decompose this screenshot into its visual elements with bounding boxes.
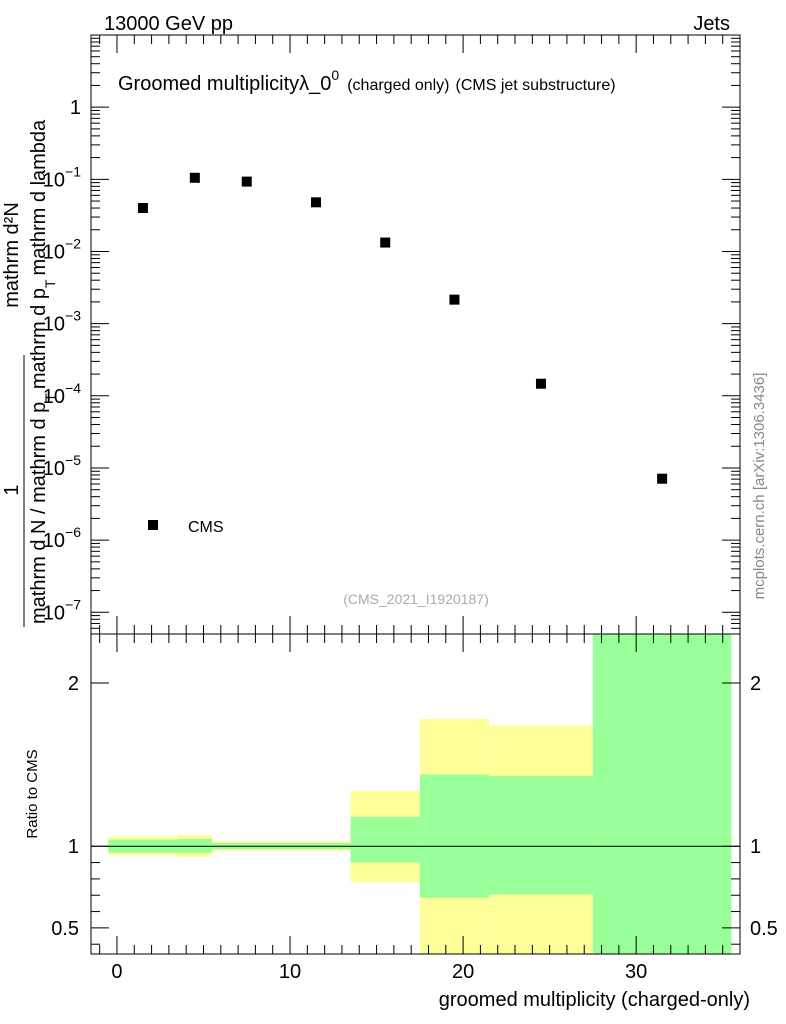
ylabel-numerator: mathrm d²N xyxy=(1,202,23,308)
x-tick-label: 10 xyxy=(279,961,301,983)
cms-data-points xyxy=(137,172,668,484)
main-plot-frame xyxy=(90,34,741,635)
x-tick-label: 0 xyxy=(111,961,122,983)
source-credit: mcplots.cern.ch [arXiv:1306.3436] xyxy=(751,373,768,600)
legend-marker-cms xyxy=(148,520,158,530)
y-tick-label: 10−6 xyxy=(43,524,81,552)
main-plot-axes: 1 10−1 10−2 10−3 10−4 10−5 10−6 10−7 xyxy=(43,34,740,635)
y-tick-label: 10−1 xyxy=(43,163,81,191)
ylabel-one: 1 xyxy=(1,484,23,495)
ratio-uncertainty-bands xyxy=(108,634,732,954)
x-axis-label: groomed multiplicity (charged-only) xyxy=(439,989,750,1011)
analysis-watermark: (CMS_2021_I1920187) xyxy=(343,591,489,607)
ylabel-denominator: mathrm d N / mathrm d pTmathrm d pTmathr… xyxy=(28,119,58,624)
x-tick-label: 20 xyxy=(452,961,474,983)
ratio-y-tick-label-right: 2 xyxy=(750,673,761,695)
y-tick-label: 10−4 xyxy=(43,380,81,408)
ratio-y-tick-label: 1 xyxy=(68,836,79,858)
y-tick-label: 1 xyxy=(70,97,81,119)
data-point-3 xyxy=(241,176,252,187)
data-point-6 xyxy=(449,294,460,305)
ratio-plot-axes: 0 10 20 30 0.5 0.5 1 1 2 2 xyxy=(51,634,778,983)
uncertainty-band xyxy=(350,816,420,863)
data-point-7 xyxy=(535,378,546,389)
ratio-y-tick-label: 0.5 xyxy=(51,918,79,940)
plot-title: Groomed multiplicityλ_00(charged only) (C… xyxy=(118,67,616,95)
main-plot-y-label: 1 mathrm d N / mathrm d pTmathrm d pTmat… xyxy=(1,119,58,627)
ratio-plot-panel: 0 10 20 30 0.5 0.5 1 1 2 2 Ratio to CMS groomed m… xyxy=(24,633,778,1011)
y-tick-label: 10−5 xyxy=(43,452,81,480)
data-point-2 xyxy=(189,172,200,183)
process-label: Jets xyxy=(693,13,730,35)
data-point-4 xyxy=(310,197,321,208)
y-tick-label: 10−7 xyxy=(43,596,81,624)
y-tick-label: 10−3 xyxy=(43,308,81,336)
x-tick-label: 30 xyxy=(625,961,647,983)
y-tick-label: 10−2 xyxy=(43,235,81,263)
uncertainty-band xyxy=(592,634,732,954)
main-plot-panel: 1 10−1 10−2 10−3 10−4 10−5 10−6 10−7 Groomed mu… xyxy=(1,34,741,635)
ratio-y-label: Ratio to CMS xyxy=(24,749,41,838)
ratio-plot-frame xyxy=(90,633,741,955)
data-point-1 xyxy=(137,203,148,214)
uncertainty-band xyxy=(419,774,490,898)
ratio-y-tick-label-right: 0.5 xyxy=(750,918,778,940)
energy-label: 13000 GeV pp xyxy=(104,13,233,35)
legend-label-cms: CMS xyxy=(188,519,224,536)
data-point-5 xyxy=(380,237,391,248)
ratio-y-tick-label: 2 xyxy=(68,673,79,695)
data-point-8 xyxy=(657,473,668,484)
uncertainty-band xyxy=(489,776,593,895)
ratio-y-tick-label-right: 1 xyxy=(750,836,761,858)
